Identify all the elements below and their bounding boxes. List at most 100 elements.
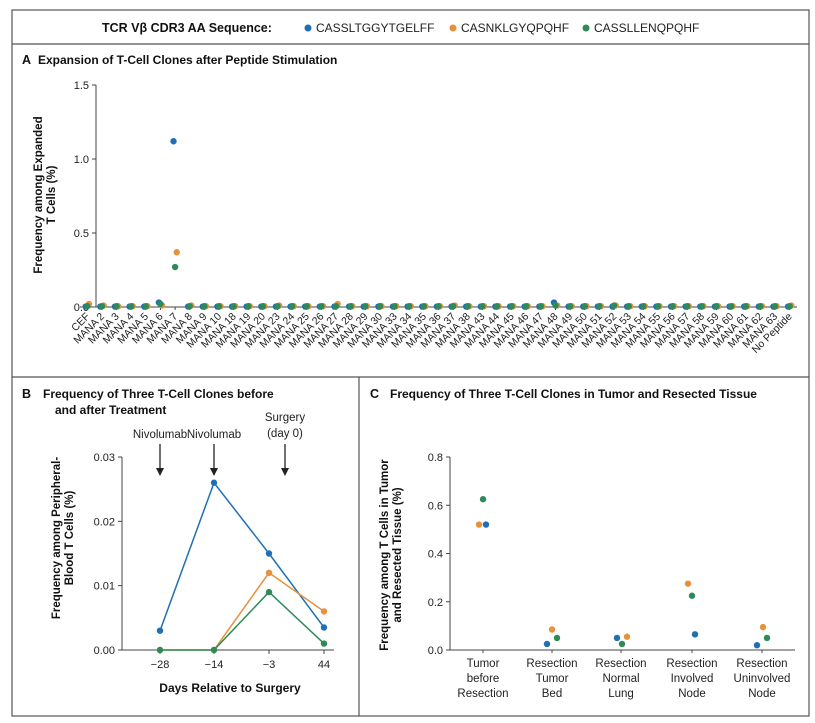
- panel-c-point: [759, 623, 767, 631]
- legend-label-2: CASSLLENQPQHF: [594, 21, 699, 35]
- panel-c-x-tick-label: Bed: [542, 688, 562, 700]
- panel-c-ylabel-line1: Frequency among T Cells in Tumor: [379, 459, 391, 651]
- panel-c-point: [475, 521, 483, 528]
- panel-c-ylabel-line2: and Resected Tissue (%): [392, 487, 404, 622]
- panel-a-point: [245, 303, 252, 310]
- panel-c-point: [613, 634, 621, 642]
- panel-a-point: [552, 302, 559, 309]
- panel-a-point: [713, 303, 720, 310]
- panel-a-y-tick-label: 1.0: [74, 154, 89, 166]
- panel-a-point: [98, 303, 106, 310]
- annotation-surgery-line2: (day 0): [267, 428, 303, 440]
- panel-a-point: [274, 303, 281, 310]
- panel-b-point: [210, 646, 218, 654]
- panel-a-point: [84, 303, 91, 310]
- panel-c-letter: C: [370, 387, 379, 401]
- panel-a-point: [625, 303, 632, 310]
- panel-a-point: [173, 249, 180, 256]
- panel-a-point: [742, 303, 749, 310]
- panel-a-point: [566, 303, 574, 310]
- panel-c-point: [553, 634, 561, 642]
- annotation-arrow-1-head: [156, 468, 164, 476]
- panel-c-x-tick-label: Lung: [608, 688, 634, 700]
- panel-c-point: [688, 592, 696, 599]
- panel-c-y-tick-label: 0.6: [428, 500, 443, 512]
- panel-b-plot: 0.00 0.01 0.02 0.03 −28 −14 −3 44 Nivolumab Nivol…: [94, 412, 334, 671]
- panel-c-x-tick-label: Resection: [736, 658, 787, 670]
- panel-a-point: [157, 300, 164, 308]
- panel-a-point: [128, 303, 135, 310]
- panel-a-point: [303, 303, 311, 310]
- panel-a-point: [508, 303, 515, 310]
- legend-label-0: CASSLTGGYTGELFF: [316, 21, 434, 35]
- panel-a-point: [362, 303, 369, 310]
- panel-c-x-tick-label: Tumor: [536, 673, 569, 685]
- panel-c-title: Frequency of Three T-Cell Clones in Tumo…: [390, 387, 757, 401]
- panel-a-point: [215, 303, 223, 310]
- legend-title: TCR Vβ CDR3 AA Sequence:: [102, 21, 272, 35]
- panel-c-x-tick-label: Resection: [457, 688, 508, 700]
- panel-a-point: [757, 303, 764, 310]
- panel-a-point: [288, 303, 296, 310]
- annotation-nivolumab-1: Nivolumab: [133, 429, 187, 441]
- panel-a-point: [201, 303, 208, 310]
- panel-c-x-tick-label: Uninvolved: [734, 673, 791, 685]
- panel-a-ylabel-line1: Frequency among Expanded: [33, 116, 45, 273]
- panel-c-point: [691, 631, 699, 638]
- panel-b-title-line1: Frequency of Three T-Cell Clones before: [43, 387, 274, 401]
- panel-a-point: [493, 303, 501, 310]
- panel-c-point: [684, 580, 692, 587]
- panel-b-xlabel: Days Relative to Surgery: [159, 681, 301, 695]
- panel-a-point: [170, 138, 177, 145]
- annotation-arrow-2-head: [210, 468, 218, 476]
- panel-a-point: [186, 303, 193, 310]
- panel-b-ylabel-line1: Frequency among Peripheral-: [51, 457, 63, 619]
- panel-b-point: [265, 550, 273, 557]
- panel-b-y-tick-label: 0.02: [94, 516, 115, 528]
- panel-a-point: [479, 303, 486, 310]
- panel-a-point: [171, 263, 179, 271]
- panel-c-point: [543, 640, 551, 648]
- panel-c-x-tick-label: Node: [678, 688, 706, 700]
- legend-marker-1: [449, 24, 457, 32]
- panel-a-point: [391, 303, 398, 310]
- panel-b-point: [156, 627, 164, 634]
- panel-c-point: [479, 496, 487, 503]
- panel-a-point: [537, 303, 545, 310]
- annotation-surgery-line1: Surgery: [265, 412, 306, 424]
- panel-c-x-tick-label: before: [467, 673, 500, 685]
- panel-b-series-line: [159, 481, 325, 631]
- panel-a-point: [406, 303, 413, 310]
- panel-c-y-tick-label: 0.8: [428, 452, 443, 464]
- legend-marker-0: [304, 24, 312, 32]
- panel-a-point: [654, 303, 662, 310]
- panel-c-point: [753, 641, 761, 649]
- panel-b-y-tick-label: 0.03: [94, 452, 115, 464]
- panel-b-point: [320, 608, 328, 615]
- panel-c-x-tick-label: Resection: [595, 658, 646, 670]
- panel-b-point: [156, 646, 164, 654]
- panel-c-point: [623, 633, 631, 640]
- annotation-arrow-surgery-head: [281, 468, 289, 476]
- panel-a-point: [376, 303, 384, 310]
- panel-a-point: [435, 303, 442, 310]
- panel-b-point: [265, 569, 273, 576]
- panel-a-point: [640, 303, 647, 310]
- panel-c-x-tick-label: Involved: [671, 673, 714, 685]
- panel-a-point: [332, 303, 340, 310]
- panel-b-x-tick-label: −28: [151, 659, 170, 671]
- legend: TCR Vβ CDR3 AA Sequence: CASSLTGGYTGELFF…: [102, 21, 699, 35]
- panel-b-x-tick-label: −3: [263, 659, 276, 671]
- panel-a-point: [727, 303, 735, 310]
- panel-c-point: [763, 634, 771, 642]
- panel-c-x-tick-label: Normal: [602, 673, 639, 685]
- panel-b-series-line: [160, 591, 325, 651]
- panel-a-point: [347, 303, 354, 310]
- panel-b-y-tick-label: 0.01: [94, 581, 115, 593]
- legend-marker-2: [582, 24, 590, 32]
- panel-a-point: [698, 303, 706, 310]
- panel-c-y-tick-label: 0.0: [428, 645, 443, 657]
- legend-label-1: CASNKLGYQPQHF: [461, 21, 569, 35]
